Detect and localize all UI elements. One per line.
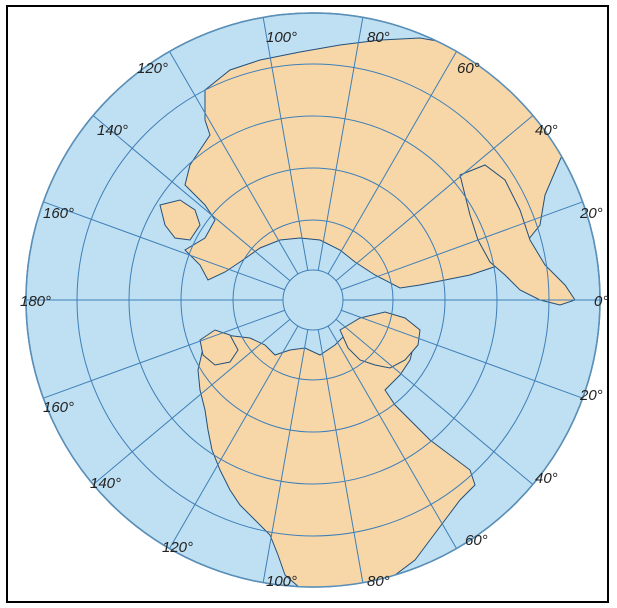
meridian-line <box>262 17 309 271</box>
lon-label-top-20: 20° <box>579 205 603 222</box>
lon-label-top-80: 80° <box>367 29 390 46</box>
lon-label-bottom-60: 60° <box>465 532 488 549</box>
lon-label-bottom-140: 140° <box>90 475 121 492</box>
lon-label-bottom-40: 40° <box>535 470 558 487</box>
lon-label-top-100: 100° <box>266 29 297 46</box>
globe-outline <box>25 12 601 588</box>
meridian-line <box>317 329 364 583</box>
meridian-line <box>327 325 457 549</box>
lon-label-top-60: 60° <box>457 60 480 77</box>
land-north-america <box>197 321 476 587</box>
meridian-line <box>335 115 534 282</box>
lon-label-left-180: 180° <box>20 293 51 310</box>
meridian-line <box>43 201 285 291</box>
longitude-labels: 120° 100° 80° 60° 40° 20° 140° 160° 180°… <box>20 29 608 590</box>
meridian-line <box>341 201 583 291</box>
meridian-line <box>341 309 583 399</box>
lon-label-bottom-160: 160° <box>43 399 74 416</box>
meridian-line <box>169 325 299 549</box>
meridian-line <box>43 309 285 399</box>
land-greenland <box>339 311 421 369</box>
land-alaska <box>199 329 239 366</box>
lon-label-bottom-120: 120° <box>162 539 193 556</box>
meridian-line <box>92 318 291 485</box>
meridian-line <box>317 17 364 271</box>
graticule <box>26 17 600 583</box>
lon-label-bottom-100: 100° <box>266 573 297 590</box>
lon-label-bottom-80: 80° <box>367 573 390 590</box>
landmasses <box>159 37 576 587</box>
land-kamchatka <box>159 199 201 241</box>
lon-label-bottom-20: 20° <box>579 387 603 404</box>
meridian-line <box>169 51 299 275</box>
meridian-line <box>335 318 534 485</box>
land-europe <box>459 164 576 306</box>
meridian-line <box>327 51 457 275</box>
lon-label-left-160: 160° <box>43 205 74 222</box>
lon-label-top-120: 120° <box>137 60 168 77</box>
lon-label-left-140: 140° <box>97 122 128 139</box>
meridian-line <box>262 329 309 583</box>
lon-label-top-40: 40° <box>535 122 558 139</box>
lon-label-right-0: 0° <box>594 293 608 310</box>
meridian-line <box>92 115 291 282</box>
